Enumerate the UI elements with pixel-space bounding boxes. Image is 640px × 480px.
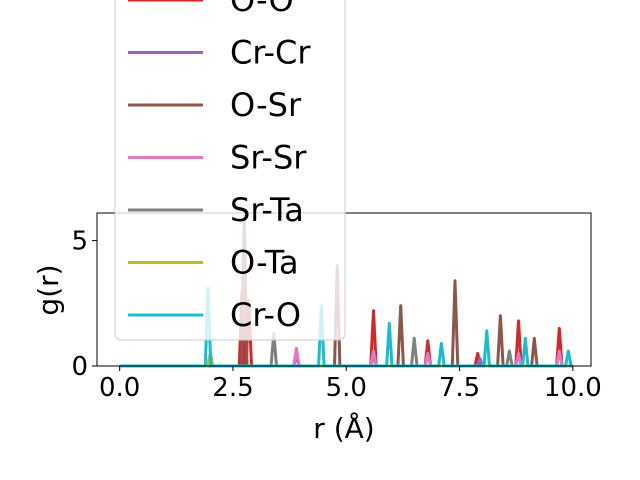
legend-label: Cr-Cr — [230, 34, 311, 72]
legend-label: Sr-Sr — [230, 139, 307, 177]
legend-label: O-O — [230, 0, 294, 19]
x-tick-label: 5.0 — [326, 373, 367, 403]
legend-label: O-Ta — [230, 244, 299, 282]
series-line-sr-sr — [119, 346, 573, 368]
x-tick-label: 0.0 — [99, 373, 140, 403]
series-line-o-ta — [119, 352, 573, 368]
legend-label: Cr-O — [230, 296, 301, 334]
legend: O-O Cr-Cr O-Sr Sr-Sr Sr-Ta O-Ta Cr-O — [114, 0, 346, 341]
x-axis: 0.0 2.5 5.0 7.5 10.0 — [99, 366, 602, 403]
x-tick-label: 2.5 — [212, 373, 253, 403]
legend-label: Sr-Ta — [230, 191, 304, 229]
y-axis-label: g(r) — [32, 264, 65, 315]
y-tick-label: 0 — [71, 352, 88, 382]
legend-box — [114, 0, 346, 341]
x-tick-label: 7.5 — [439, 373, 480, 403]
x-axis-label: r (Å) — [313, 411, 374, 445]
legend-label: O-Sr — [230, 86, 302, 124]
series-line-sr-ta — [119, 331, 573, 368]
y-tick-label: 5 — [71, 227, 88, 257]
x-tick-label: 10.0 — [544, 373, 602, 403]
y-axis: 05 — [71, 227, 97, 382]
